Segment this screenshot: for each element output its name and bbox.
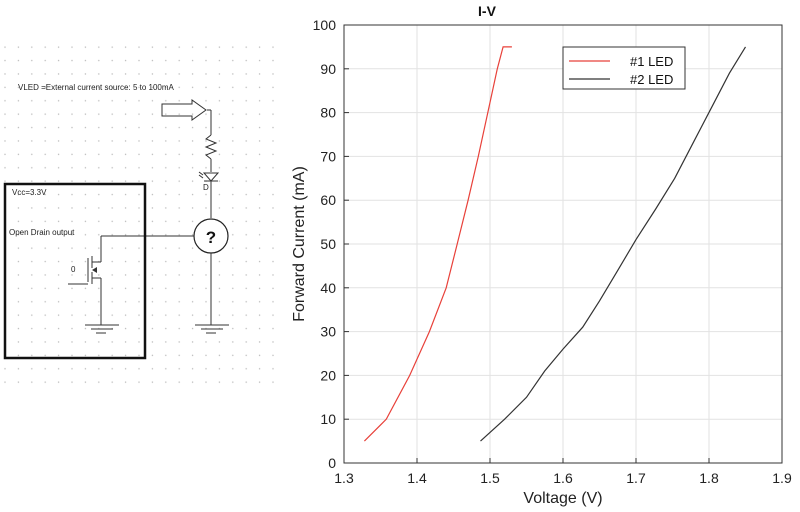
y-tick-label: 60 (320, 192, 336, 208)
current-source-label: VLED =External current source: 5 to 100m… (18, 83, 175, 92)
legend: #1 LED #2 LED (562, 46, 686, 90)
y-tick-label: 0 (328, 455, 336, 471)
vcc-enclosure (3, 182, 147, 360)
iv-chart: I-V 1.3 1.4 1.5 1.6 1.7 1.8 1.9 0 10 20 30 40 50 60 70… (291, 3, 792, 507)
y-tick-label: 50 (320, 236, 336, 252)
x-tick-label: 1.3 (334, 470, 354, 486)
open-drain-label: Open Drain output (9, 228, 75, 237)
y-tick-label: 40 (320, 280, 336, 296)
mosfet-label: 0 (71, 265, 76, 274)
dot-grid (0, 40, 285, 385)
series-line-2 (480, 46, 747, 442)
ground-left-symbol (85, 324, 119, 334)
y-tick-label: 100 (313, 17, 337, 33)
y-tick-label: 30 (320, 324, 336, 340)
x-tick-label: 1.6 (553, 470, 573, 486)
legend-label-1: #1 LED (630, 54, 673, 69)
y-tick-label: 20 (320, 367, 336, 383)
x-tick-label: 1.7 (626, 470, 646, 486)
data-series (363, 46, 747, 442)
vcc-label: Vcc=3.3V (12, 188, 47, 197)
input-arrow (161, 99, 207, 121)
resistor-symbol (204, 134, 218, 160)
diode-label: D (203, 183, 209, 192)
grid-lines (343, 24, 783, 464)
axis-ticks: 1.3 1.4 1.5 1.6 1.7 1.8 1.9 0 10 20 30 40 50 60 70 80 90… (313, 17, 792, 486)
x-tick-label: 1.9 (772, 470, 792, 486)
y-tick-label: 90 (320, 61, 336, 77)
ground-right-symbol (195, 324, 229, 334)
mosfet-symbol (68, 236, 102, 325)
legend-box (562, 46, 686, 90)
series-line-1 (363, 46, 512, 442)
chart-title: I-V (478, 3, 497, 19)
x-axis-title: Voltage (V) (523, 490, 602, 507)
led-diode-symbol (198, 171, 220, 182)
x-tick-label: 1.8 (699, 470, 719, 486)
legend-label-2: #2 LED (630, 72, 673, 87)
unknown-element-label: ? (206, 228, 216, 247)
x-tick-label: 1.5 (480, 470, 500, 486)
circuit-schematic: VLED =External current source: 5 to 100m… (0, 40, 285, 385)
y-tick-label: 80 (320, 105, 336, 121)
y-tick-label: 10 (320, 411, 336, 427)
x-tick-label: 1.4 (407, 470, 427, 486)
y-tick-label: 70 (320, 148, 336, 164)
y-axis-title: Forward Current (mA) (291, 166, 308, 322)
